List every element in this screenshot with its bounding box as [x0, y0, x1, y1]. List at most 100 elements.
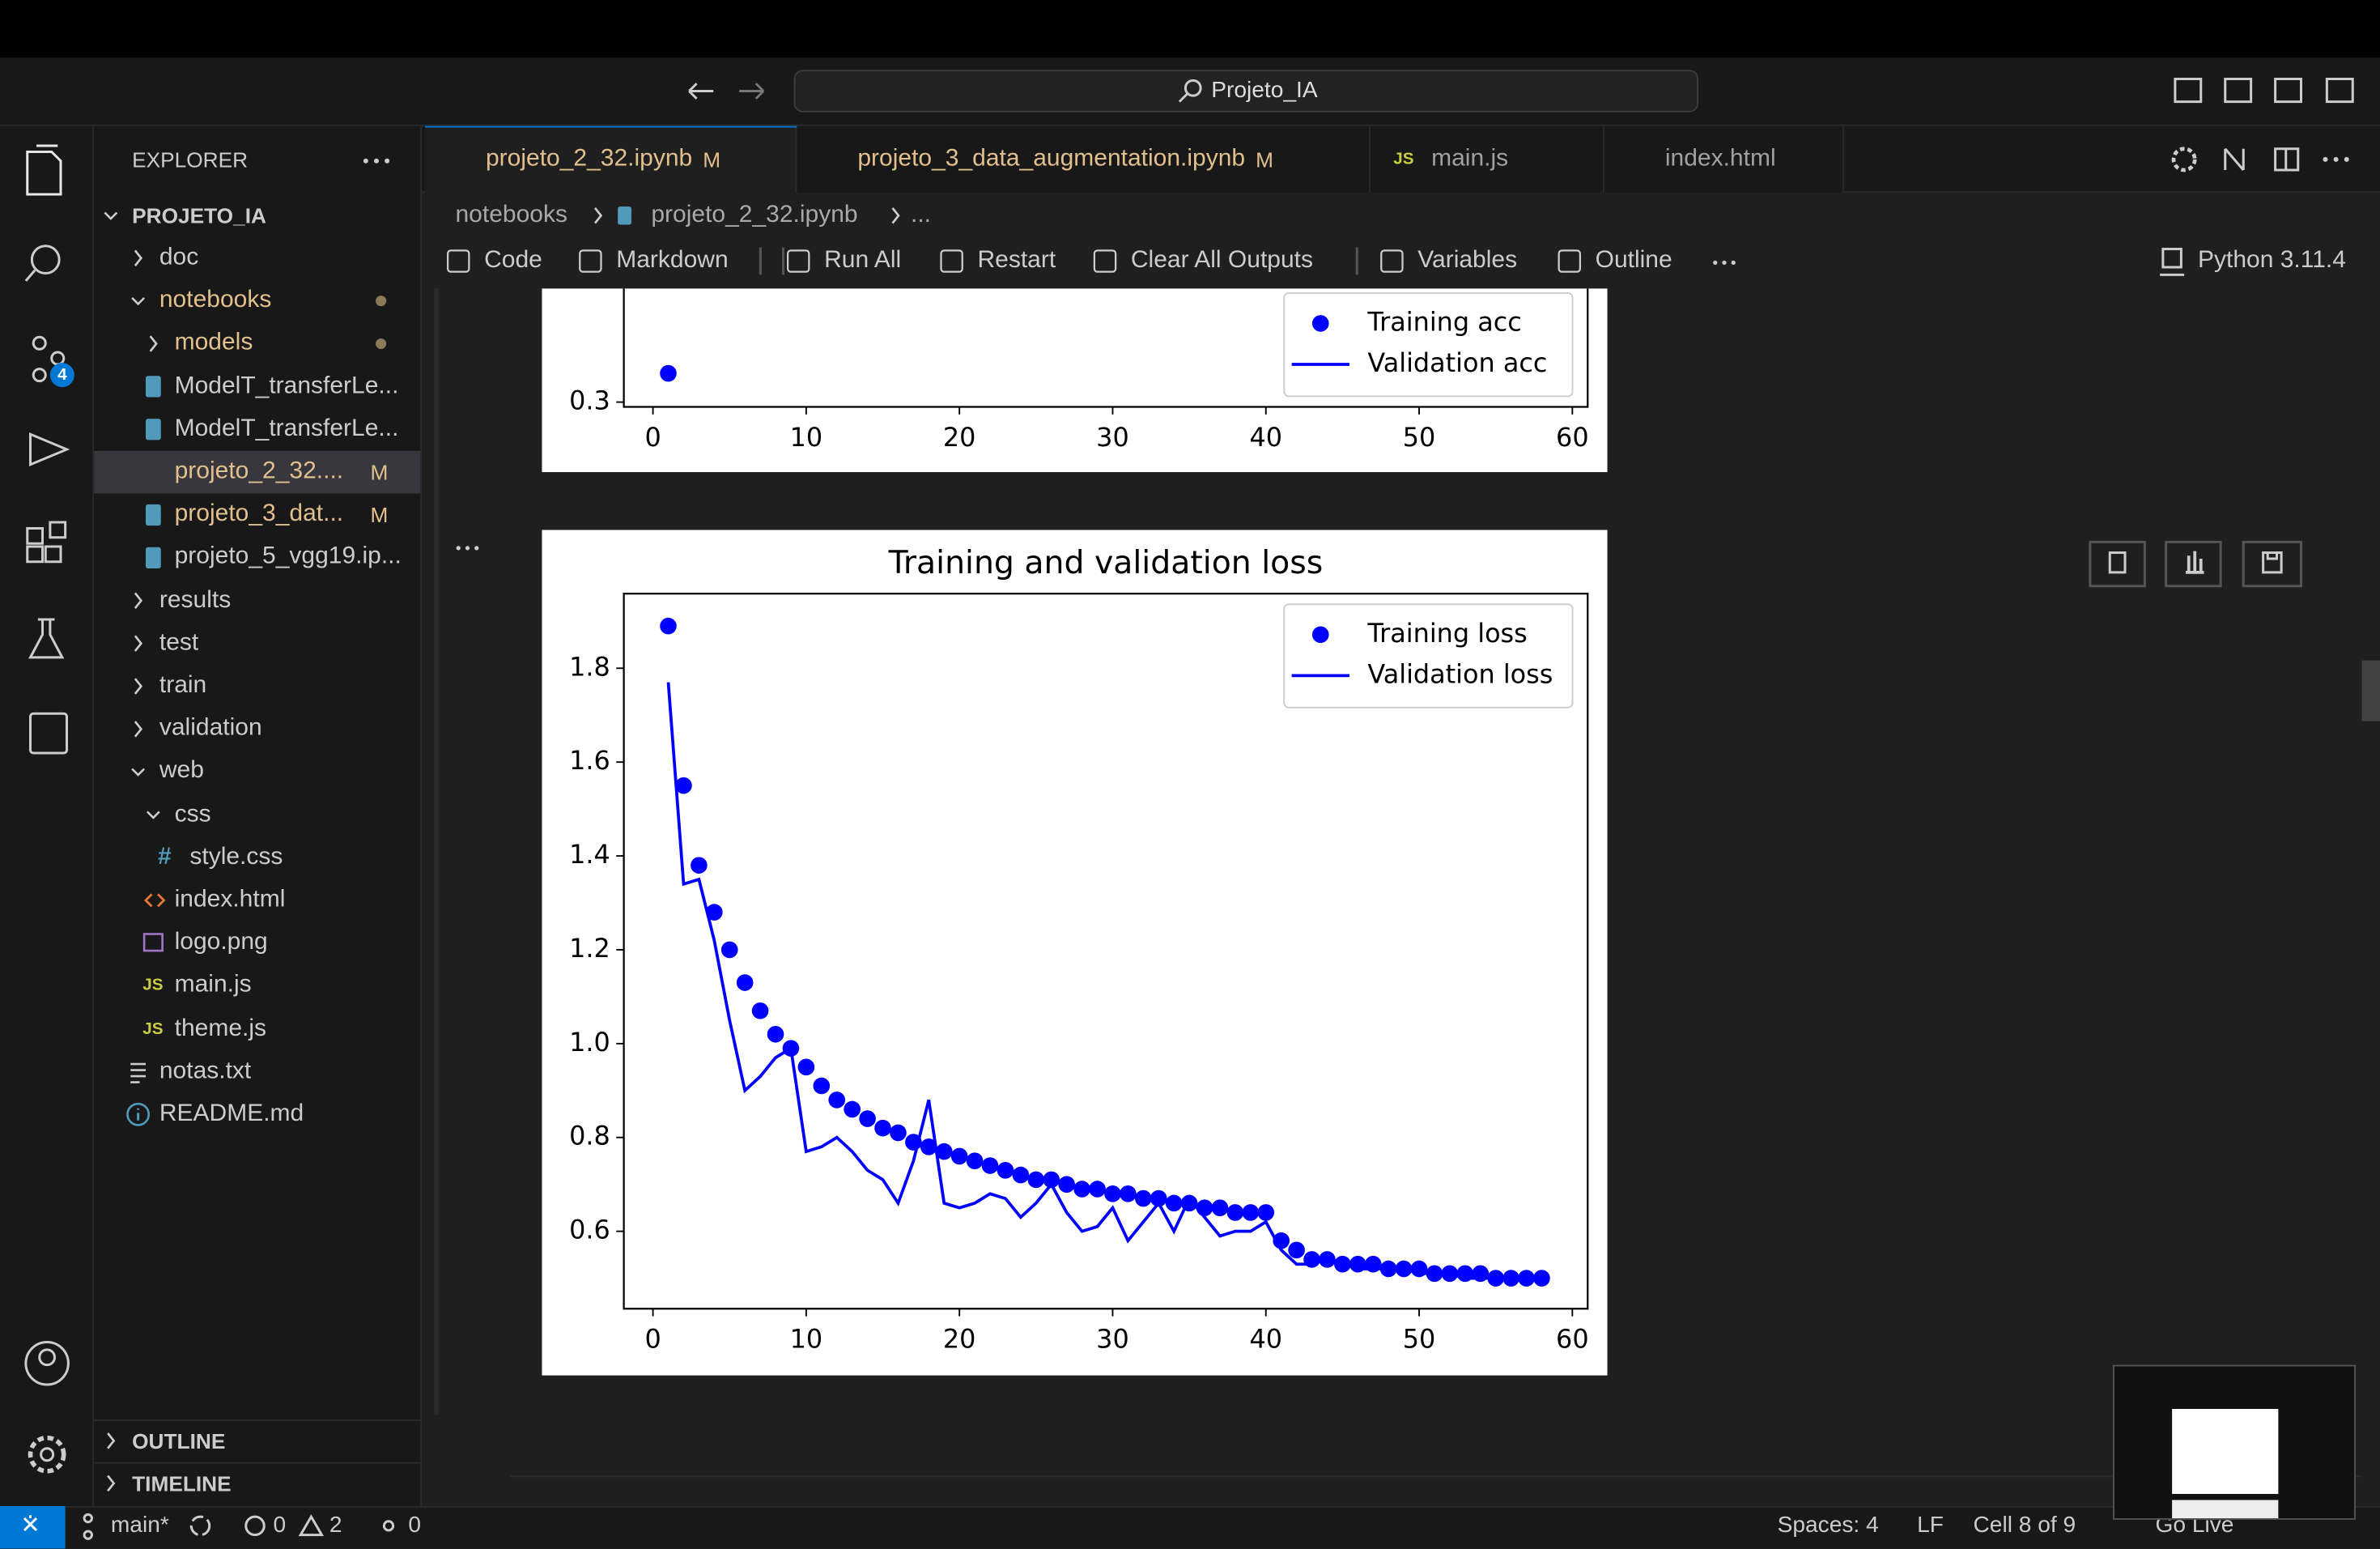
chevron-closed: [893, 208, 899, 223]
toggle-secondary[interactable]: [2276, 79, 2301, 102]
data-point: [660, 618, 677, 635]
manage-icon[interactable]: [31, 1438, 64, 1471]
tab-label[interactable]: projeto_3_data_augmentation.ipynb: [857, 144, 1245, 175]
tab-label[interactable]: index.html: [1665, 144, 1776, 175]
file-item[interactable]: notas.txt: [159, 1057, 251, 1087]
file-item[interactable]: ModelT_transferLe...: [175, 414, 399, 445]
run-debug-icon[interactable]: [31, 434, 67, 465]
folder-item[interactable]: doc: [159, 243, 198, 274]
legend-label: Training loss: [1366, 618, 1527, 649]
notebook-settings[interactable]: [2174, 149, 2195, 170]
file-item[interactable]: ModelT_transferLe...: [175, 372, 399, 402]
open-changes[interactable]: [2225, 149, 2244, 170]
file-item[interactable]: projeto_3_dat...: [175, 500, 344, 530]
breadcrumb-item[interactable]: ...: [911, 201, 931, 232]
status-item[interactable]: Spaces: 4: [1778, 1511, 1879, 1542]
command-center-text[interactable]: Projeto_IA: [1211, 76, 1317, 107]
more-dot[interactable]: [2323, 157, 2328, 162]
minimap-chart: [2172, 1409, 2278, 1494]
notebook-icon: [146, 376, 161, 397]
file-item[interactable]: projeto_5_vgg19.ip...: [175, 543, 402, 573]
tab-label[interactable]: projeto_2_32.ipynb: [486, 144, 692, 175]
remote-explorer-icon[interactable]: [31, 713, 67, 753]
status-item[interactable]: Cell 8 of 9: [1974, 1511, 2076, 1542]
html-icon: [146, 894, 164, 906]
status-item[interactable]: LF: [1917, 1511, 1944, 1542]
branch[interactable]: main*: [111, 1511, 169, 1542]
chevron-closed: [135, 593, 142, 608]
breadcrumb-item[interactable]: projeto_2_32.ipynb: [651, 201, 857, 232]
chevron-open: [104, 213, 117, 219]
toggle-sidebar[interactable]: [2175, 79, 2201, 102]
active-tab-indicator: [425, 126, 797, 128]
data-point: [1089, 1181, 1106, 1198]
folder-item[interactable]: train: [159, 671, 206, 702]
extensions-icon[interactable]: [28, 522, 66, 562]
x-tick-label: 0: [644, 1324, 661, 1355]
file-item[interactable]: projeto_2_32....: [175, 457, 344, 487]
file-item[interactable]: README.md: [159, 1100, 304, 1130]
folder-item[interactable]: results: [159, 585, 231, 616]
error-count[interactable]: 0: [274, 1511, 287, 1542]
more-dot[interactable]: [457, 546, 461, 550]
sidebar-section[interactable]: TIMELINE: [132, 1468, 232, 1499]
toolbar-action[interactable]: Outline: [1596, 246, 1672, 277]
chevron-closed: [595, 208, 601, 223]
folder-item[interactable]: models: [175, 329, 253, 360]
customize-layout[interactable]: [2327, 79, 2352, 102]
more-dot[interactable]: [1713, 261, 1717, 265]
folder-item[interactable]: notebooks: [159, 286, 271, 317]
sidebar-section[interactable]: OUTLINE: [132, 1426, 225, 1457]
modified-dot: [376, 338, 386, 349]
file-item[interactable]: theme.js: [175, 1014, 266, 1045]
more-dot: [474, 546, 478, 550]
legend-marker: [1312, 315, 1329, 332]
file-item[interactable]: main.js: [175, 971, 252, 1002]
testing-icon[interactable]: [31, 619, 62, 657]
toolbar-icon: [941, 250, 963, 271]
toolbar-action[interactable]: Code: [484, 246, 542, 277]
more-dot: [1722, 261, 1726, 265]
explorer-root[interactable]: PROJETO_IA: [132, 201, 266, 232]
x-tick-label: 60: [1556, 1324, 1589, 1355]
toolbar-action[interactable]: Run All: [824, 246, 901, 277]
y-tick-label: 1.0: [569, 1027, 610, 1057]
folder-item[interactable]: test: [159, 628, 198, 659]
ports-icon: [384, 1521, 393, 1530]
notebook-icon: [146, 547, 161, 568]
cell-copy-btn[interactable]: [2090, 542, 2145, 585]
chevron-closed: [108, 1433, 114, 1449]
toolbar-action[interactable]: Clear All Outputs: [1131, 246, 1313, 277]
folder-item[interactable]: web: [159, 756, 204, 787]
file-icon-text: JS: [142, 971, 163, 1002]
breadcrumb-item[interactable]: notebooks: [456, 201, 567, 232]
toolbar-action[interactable]: Markdown: [616, 246, 728, 277]
kernel-picker[interactable]: Python 3.11.4: [2198, 246, 2346, 277]
ports-count[interactable]: 0: [408, 1511, 421, 1542]
file-item[interactable]: style.css: [189, 842, 283, 873]
toggle-panel[interactable]: [2225, 79, 2251, 102]
tab-label[interactable]: main.js: [1431, 144, 1508, 175]
more-dot: [2344, 157, 2349, 162]
sync-icon[interactable]: [191, 1517, 210, 1535]
folder-item[interactable]: css: [175, 799, 211, 830]
scm-icon[interactable]: [33, 337, 45, 349]
warning-count[interactable]: 2: [329, 1511, 342, 1542]
x-tick-label: 30: [1096, 1324, 1129, 1355]
file-item[interactable]: index.html: [175, 885, 286, 916]
search-view-icon[interactable]: [32, 246, 59, 274]
back-arrow[interactable]: [689, 83, 713, 99]
forward-arrow[interactable]: [739, 83, 763, 99]
file-item[interactable]: logo.png: [175, 928, 268, 959]
data-point: [1227, 1204, 1244, 1221]
section-divider: [94, 1462, 420, 1464]
more-dot[interactable]: [363, 159, 368, 164]
folder-item[interactable]: validation: [159, 714, 262, 745]
more-dot: [2334, 157, 2339, 162]
explorer-icon[interactable]: [28, 146, 61, 194]
data-point: [691, 857, 708, 874]
toolbar-separator: [760, 248, 783, 275]
cell-save-btn[interactable]: [2243, 542, 2301, 585]
toolbar-action[interactable]: Restart: [978, 246, 1056, 277]
toolbar-action[interactable]: Variables: [1417, 246, 1517, 277]
